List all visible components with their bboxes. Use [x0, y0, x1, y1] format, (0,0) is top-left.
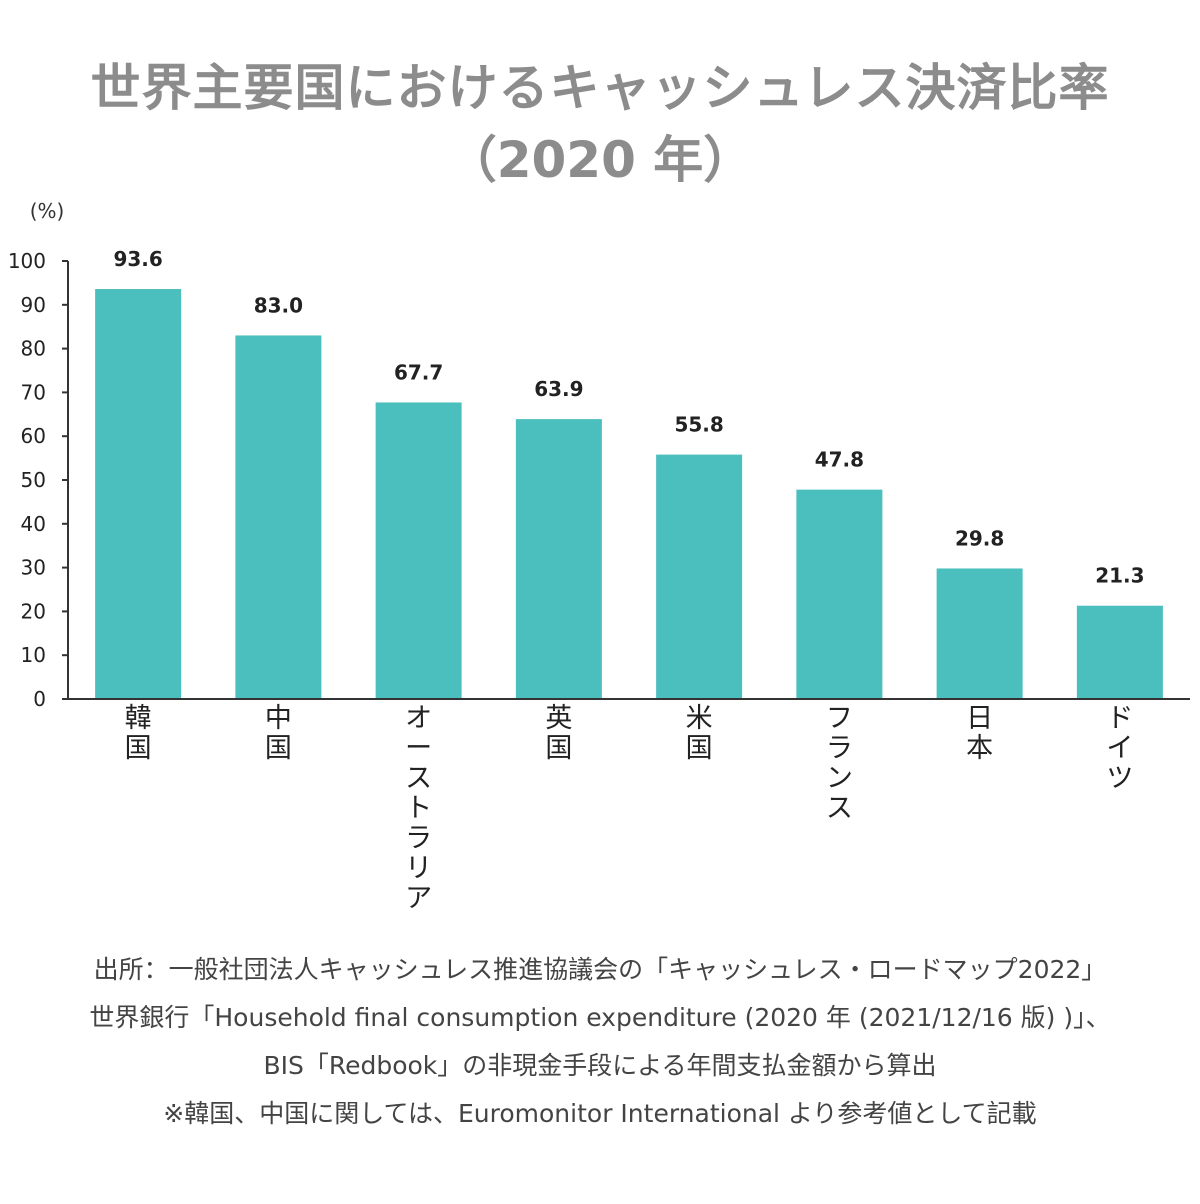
value-label: 21.3 [1095, 564, 1144, 588]
y-tick-label: 100 [8, 249, 46, 273]
y-tick-label: 60 [21, 424, 46, 448]
value-label: 63.9 [534, 377, 583, 401]
bar [515, 419, 602, 699]
y-tick-label: 30 [21, 556, 46, 580]
value-label: 83.0 [254, 293, 303, 317]
category-label: 米国 [686, 703, 713, 764]
y-axis-unit-label: (%) [30, 199, 65, 223]
y-tick-label: 50 [21, 468, 46, 492]
y-tick-label: 80 [21, 337, 46, 361]
value-label: 29.8 [955, 526, 1004, 550]
value-label: 55.8 [674, 413, 723, 437]
source-note-2: 世界銀行「Household final consumption expendi… [89, 1003, 1111, 1032]
source-note-4: ※韓国、中国に関しては、Euromonitor International より… [163, 1099, 1037, 1128]
value-label: 47.8 [815, 448, 864, 472]
chart-subtitle: （2020 年） [446, 131, 754, 189]
chart-title: 世界主要国におけるキャッシュレス決済比率 [90, 59, 1110, 117]
source-note-1: 出所：一般社団法人キャッシュレス推進協議会の「キャッシュレス・ロードマップ202… [93, 955, 1107, 984]
bar [936, 568, 1023, 699]
bar [235, 335, 322, 699]
category-label: ドイツ [1106, 703, 1133, 794]
bar [796, 489, 883, 699]
category-label: 英国 [545, 703, 572, 764]
bar-chart: (%) 0 10 20 30 40 50 60 70 80 90 100 93.6 韓国 83.0 中国 67.… [8, 199, 1190, 914]
bar [375, 402, 462, 699]
category-label: オーストラリア [405, 703, 432, 914]
y-tick-label: 70 [21, 380, 46, 404]
source-note-3: BIS「Redbook」の非現金手段による年間支払金額から算出 [263, 1051, 937, 1080]
y-tick-label: 0 [33, 687, 46, 711]
category-label: 韓国 [125, 703, 152, 764]
y-tick-label: 20 [21, 599, 46, 623]
value-label: 67.7 [394, 360, 443, 384]
value-label: 93.6 [113, 247, 162, 271]
y-tick-label: 90 [21, 293, 46, 317]
category-label: フランス [826, 703, 853, 824]
category-label: 日本 [966, 703, 993, 764]
bar [1076, 605, 1163, 699]
bar [95, 289, 182, 699]
category-label: 中国 [265, 703, 292, 764]
y-tick-label: 10 [21, 643, 46, 667]
y-tick-label: 40 [21, 512, 46, 536]
bar [656, 454, 743, 699]
